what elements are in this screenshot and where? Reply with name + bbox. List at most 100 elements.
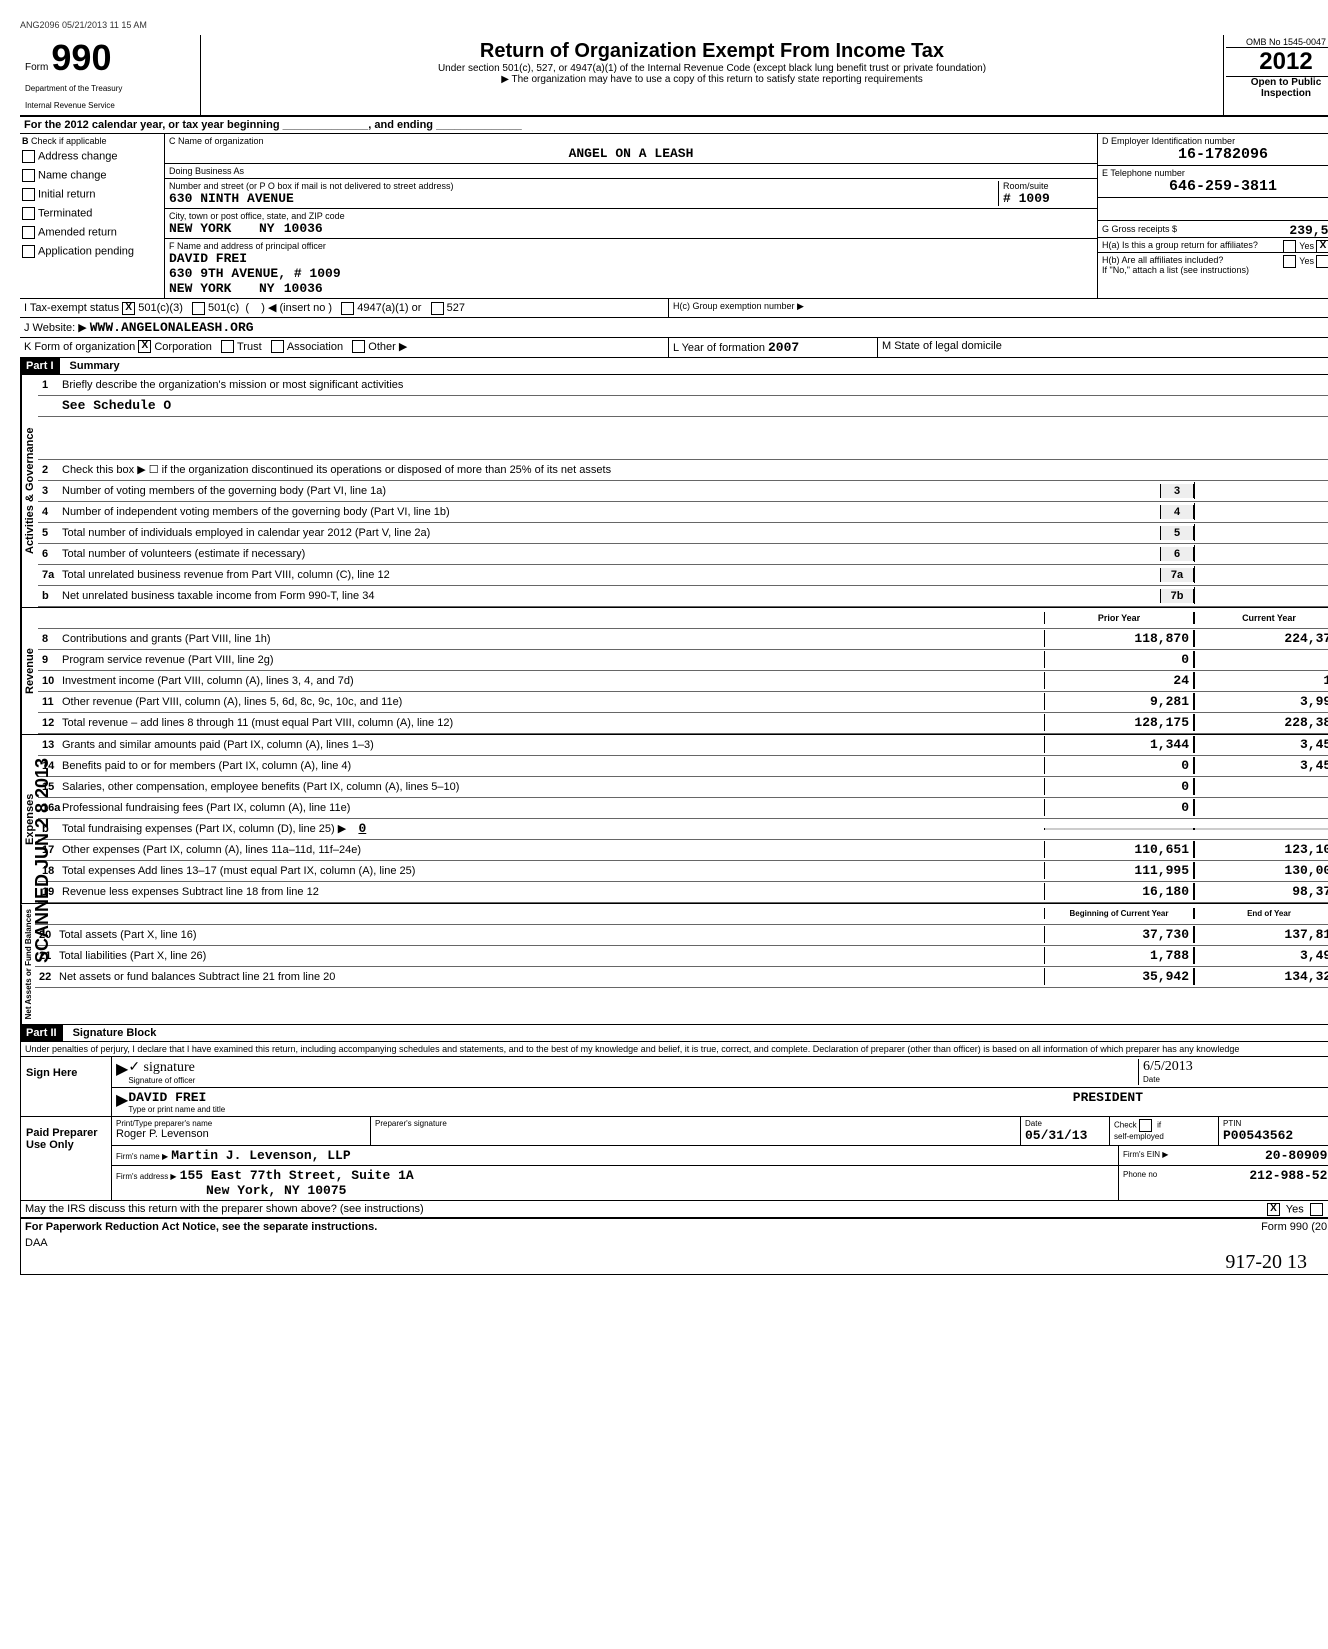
boy-hdr: Beginning of Current Year (1044, 908, 1194, 919)
arrow-icon-2: ▶ (116, 1090, 128, 1114)
firm-label: Firm's name ▶ (116, 1152, 168, 1161)
terminated-label: Terminated (38, 207, 92, 219)
line-7b: Net unrelated business taxable income fr… (62, 590, 1160, 602)
firm-addr-label: Firm's address ▶ (116, 1172, 177, 1181)
firm-phone: 212-988-5202 (1249, 1168, 1328, 1183)
city-label: City, town or post office, state, and ZI… (169, 211, 1093, 221)
firm-addr1: 155 East 77th Street, Suite 1A (180, 1168, 414, 1183)
officer-print: DAVID FREI (128, 1090, 206, 1105)
yes-label-2: Yes (1299, 256, 1314, 266)
discuss-yes-checkbox[interactable]: X (1267, 1203, 1280, 1216)
line-13: Grants and similar amounts paid (Part IX… (62, 739, 1044, 751)
officer-state: NY (259, 281, 275, 296)
hand-note: 917-20 13 (21, 1251, 1328, 1274)
c9: 0 (1194, 651, 1328, 668)
line-4: Number of independent voting members of … (62, 506, 1160, 518)
ptin-label: PTIN (1223, 1119, 1328, 1128)
form-subtitle: Under section 501(c), 527, or 4947(a)(1)… (211, 63, 1213, 74)
if-label: if (1157, 1121, 1161, 1130)
opt-527: 527 (447, 302, 465, 314)
discuss-text: May the IRS discuss this return with the… (25, 1203, 424, 1215)
p9: 0 (1044, 651, 1194, 668)
officer-label: F Name and address of principal officer (169, 241, 1093, 251)
c20: 137,811 (1194, 926, 1328, 943)
c14: 3,458 (1194, 757, 1328, 774)
v7a: 0 (1194, 566, 1328, 583)
c18: 130,008 (1194, 862, 1328, 879)
ptin-value: P00543562 (1223, 1128, 1328, 1143)
pending-checkbox[interactable] (22, 245, 35, 258)
v4: 9 (1194, 503, 1328, 520)
ein-label: D Employer Identification number (1102, 136, 1328, 146)
row-j-label: J Website: ▶ (24, 322, 87, 334)
c15: 0 (1194, 778, 1328, 795)
line-18: Total expenses Add lines 13–17 (must equ… (62, 865, 1044, 877)
527-checkbox[interactable] (431, 302, 444, 315)
firm-addr2: New York, NY 10075 (206, 1183, 346, 1198)
l16bv: 0 (358, 821, 366, 836)
phone-label: E Telephone number (1102, 168, 1328, 178)
opt-assoc: Association (287, 341, 343, 353)
dba-label: Doing Business As (165, 164, 1097, 179)
c11: 3,992 (1194, 693, 1328, 710)
dept-irs: Internal Revenue Service (25, 101, 195, 110)
prep-date: 05/31/13 (1025, 1128, 1105, 1143)
form-number: 990 (51, 37, 111, 78)
v7b: 0 (1194, 587, 1328, 604)
opt-501c: 501(c) (208, 302, 239, 314)
line-1: Briefly describe the organization's miss… (62, 379, 1328, 391)
line-3: Number of voting members of the governin… (62, 485, 1160, 497)
p13: 1,344 (1044, 736, 1194, 753)
other-checkbox[interactable] (352, 340, 365, 353)
phone-value: 646-259-3811 (1102, 178, 1328, 195)
form-prefix: Form (25, 62, 48, 73)
4947-checkbox[interactable] (341, 302, 354, 315)
sig-date: 6/5/2013 (1143, 1059, 1328, 1075)
part2-hdr: Part II (20, 1025, 63, 1041)
c13: 3,450 (1194, 736, 1328, 753)
officer-title: PRESIDENT (1073, 1090, 1143, 1105)
501c3-checkbox[interactable]: X (122, 302, 135, 315)
prior-hdr: Prior Year (1044, 612, 1194, 624)
gross-label: G Gross receipts $ (1102, 224, 1177, 234)
501c-checkbox[interactable] (192, 302, 205, 315)
initial-return-checkbox[interactable] (22, 188, 35, 201)
p16: 0 (1044, 799, 1194, 816)
paperwork-text: For Paperwork Reduction Act Notice, see … (25, 1221, 377, 1233)
p14: 0 (1044, 757, 1194, 774)
trust-checkbox[interactable] (221, 340, 234, 353)
assoc-checkbox[interactable] (271, 340, 284, 353)
addr-change-checkbox[interactable] (22, 150, 35, 163)
opt-insert: ◀ (insert no ) (268, 302, 332, 314)
firm-phone-label: Phone no (1123, 1170, 1157, 1179)
hb-no-checkbox[interactable] (1316, 255, 1328, 268)
ha-yes-checkbox[interactable] (1283, 240, 1296, 253)
ha-no-checkbox[interactable]: X (1316, 240, 1328, 253)
c22: 134,321 (1194, 968, 1328, 985)
terminated-checkbox[interactable] (22, 207, 35, 220)
c16: 0 (1194, 799, 1328, 816)
firm-ein-label: Firm's EIN ▶ (1123, 1150, 1168, 1159)
amended-checkbox[interactable] (22, 226, 35, 239)
paid-prep-label: Paid Preparer Use Only (21, 1117, 112, 1200)
opt-4947: 4947(a)(1) or (357, 302, 421, 314)
sign-here-label: Sign Here (21, 1057, 112, 1116)
daa: DAA (21, 1235, 1328, 1251)
discuss-no-checkbox[interactable] (1310, 1203, 1323, 1216)
org-name: ANGEL ON A LEASH (169, 146, 1093, 161)
p17: 110,651 (1044, 841, 1194, 858)
hb-yes-checkbox[interactable] (1283, 255, 1296, 268)
ein-value: 16-1782096 (1102, 146, 1328, 163)
corp-checkbox[interactable]: X (138, 340, 151, 353)
room-label: Room/suite (1003, 181, 1093, 191)
officer-name: DAVID FREI (169, 251, 1093, 266)
file-stamp: ANG2096 05/21/2013 11 15 AM (20, 20, 1328, 30)
line-16b: Total fundraising expenses (Part IX, col… (62, 823, 346, 835)
name-change-checkbox[interactable] (22, 169, 35, 182)
line-a: For the 2012 calendar year, or tax year … (20, 117, 526, 133)
line-6: Total number of volunteers (estimate if … (62, 548, 1160, 560)
line-20: Total assets (Part X, line 16) (59, 929, 1044, 941)
open-public-1: Open to Public (1226, 77, 1328, 88)
form-header: Form 990 Department of the Treasury Inte… (20, 35, 1328, 117)
self-emp-checkbox[interactable] (1139, 1119, 1152, 1132)
